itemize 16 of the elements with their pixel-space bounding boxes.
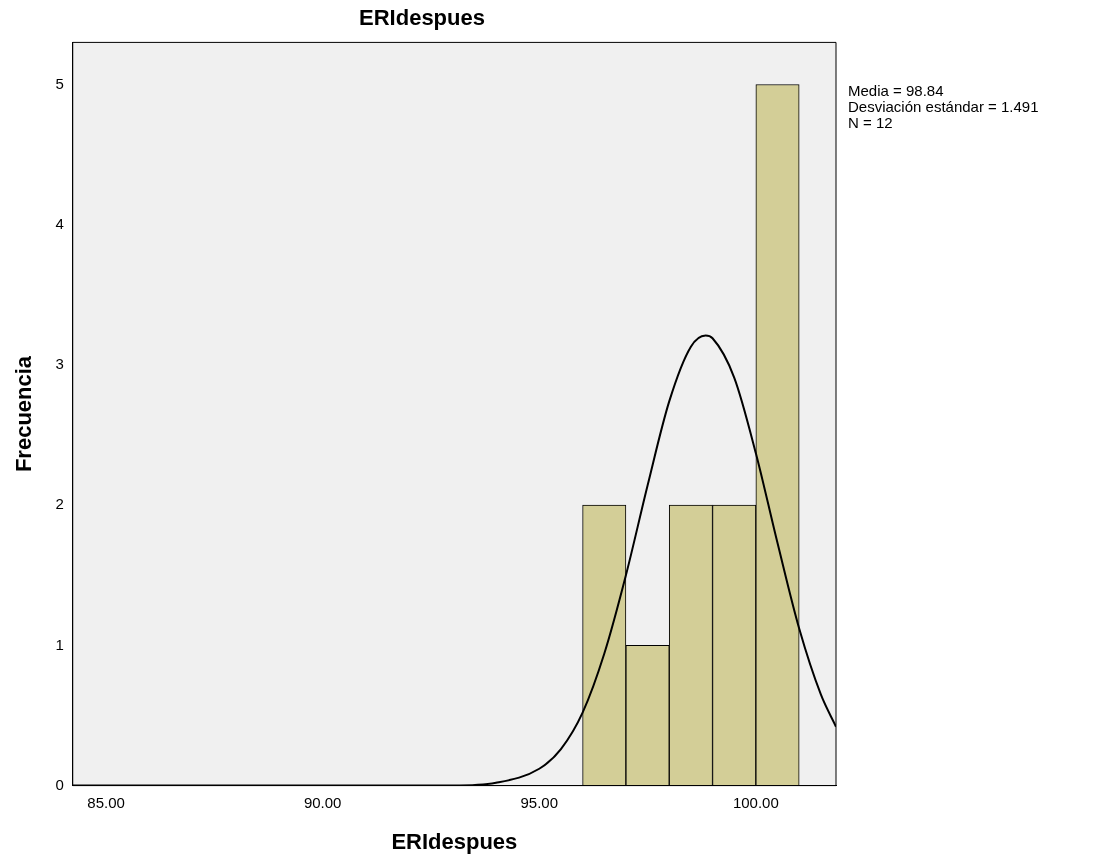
text: N = 12 — [848, 114, 893, 132]
y-tick-label: 5 — [55, 74, 64, 92]
y-tick-label: 0 — [55, 775, 64, 793]
x-tick-label: 100.00 — [732, 793, 779, 811]
y-axis-title: Frecuencia — [11, 355, 37, 473]
x-tick-label: 85.00 — [87, 793, 125, 811]
y-tick-label: 1 — [55, 635, 64, 653]
y-tick-label: 2 — [55, 495, 64, 513]
x-tick-label: 95.00 — [520, 793, 559, 811]
text: Desviación estándar = 1.491 — [848, 98, 1039, 116]
x-axis-title: ERIdespues — [391, 828, 518, 854]
y-tick-label: 3 — [55, 355, 64, 373]
x-tick-label: 90.00 — [303, 793, 342, 811]
chart-title: ERIdespues — [359, 5, 485, 31]
text: Media = 98.84 — [848, 82, 944, 100]
y-tick-label: 4 — [55, 214, 64, 232]
